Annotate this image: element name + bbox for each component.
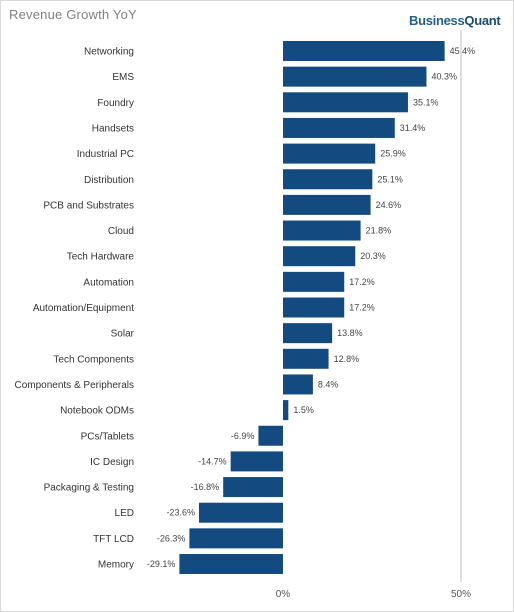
bar <box>283 400 289 421</box>
data-label: 21.8% <box>366 226 392 236</box>
data-label: -26.3% <box>157 533 186 543</box>
data-label: 12.8% <box>334 354 360 364</box>
bar <box>283 92 408 113</box>
category-label: IC Design <box>90 457 134 468</box>
data-label: 8.4% <box>318 379 339 389</box>
bar <box>283 297 345 318</box>
chart-title: Revenue Growth YoY <box>9 7 137 22</box>
data-label: 40.3% <box>431 72 457 82</box>
category-label: LED <box>115 508 134 519</box>
bar <box>230 451 283 472</box>
data-label: -14.7% <box>198 456 227 466</box>
data-label: 25.9% <box>380 149 406 159</box>
bar <box>283 66 427 87</box>
bar <box>283 348 329 369</box>
data-label: 20.3% <box>360 251 386 261</box>
bar <box>283 271 345 292</box>
data-label: 24.6% <box>376 200 402 210</box>
brand-name-part1: Business <box>409 13 465 28</box>
bar <box>283 374 313 395</box>
x-tick-label: 50% <box>451 589 471 600</box>
bar <box>283 220 361 241</box>
brand-name-part2: Quant <box>464 13 501 28</box>
category-label: Automation <box>83 277 134 288</box>
x-tick-label: 0% <box>276 589 291 600</box>
bar <box>283 323 333 344</box>
data-label: -6.9% <box>231 431 255 441</box>
bar <box>283 194 371 215</box>
category-label: PCB and Substrates <box>43 200 134 211</box>
data-label: 35.1% <box>413 97 439 107</box>
category-label: Components & Peripherals <box>14 380 134 391</box>
category-label: Foundry <box>97 98 134 109</box>
category-label: TFT LCD <box>93 534 134 545</box>
data-label: 25.1% <box>377 174 403 184</box>
bar <box>198 502 283 523</box>
category-label: Industrial PC <box>77 149 134 160</box>
bar <box>283 169 373 190</box>
bar <box>283 41 445 61</box>
category-label: Networking <box>84 47 134 58</box>
bar <box>283 246 356 267</box>
bar <box>223 477 283 498</box>
data-label: 17.2% <box>349 303 375 313</box>
category-label: Tech Hardware <box>67 252 135 263</box>
data-label: -16.8% <box>191 482 220 492</box>
category-label: Solar <box>111 329 135 340</box>
category-label: Memory <box>98 560 134 571</box>
bar <box>189 528 283 549</box>
category-label: Distribution <box>84 175 134 186</box>
data-label: 31.4% <box>400 123 426 133</box>
category-label: Notebook ODMs <box>60 406 134 417</box>
bar <box>179 554 283 574</box>
category-label: Handsets <box>92 123 134 134</box>
brand-logo: BusinessQuant <box>409 13 501 28</box>
data-label: 1.5% <box>293 405 314 415</box>
data-label: 13.8% <box>337 328 363 338</box>
category-label: Cloud <box>108 226 134 237</box>
data-label: 45.4% <box>450 46 476 56</box>
category-label: EMS <box>112 72 134 83</box>
bar <box>283 117 395 138</box>
category-label: Automation/Equipment <box>33 303 134 314</box>
data-label: -29.1% <box>147 559 176 569</box>
category-label: Tech Components <box>53 354 134 365</box>
data-label: 17.2% <box>349 277 375 287</box>
category-label: Packaging & Testing <box>44 483 134 494</box>
bar <box>258 425 283 446</box>
category-label: PCs/Tablets <box>81 431 134 442</box>
bar <box>283 143 376 164</box>
data-label: -23.6% <box>166 508 195 518</box>
